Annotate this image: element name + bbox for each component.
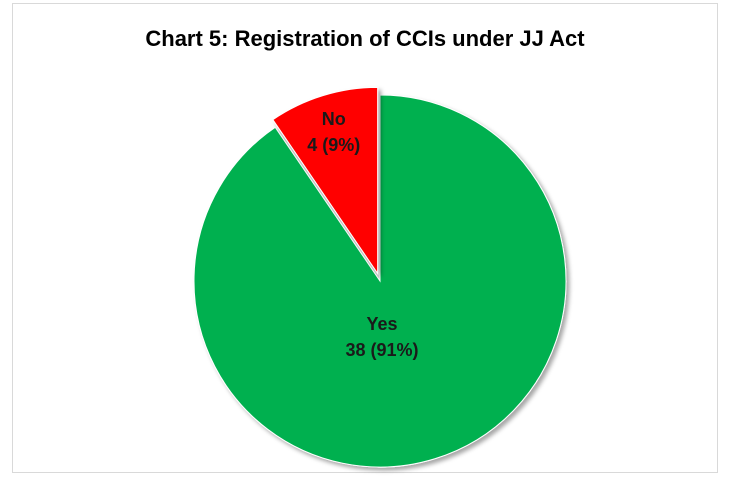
pie-slice-yes xyxy=(193,94,567,468)
pie-slice-no xyxy=(272,86,379,275)
chart-title: Chart 5: Registration of CCIs under JJ A… xyxy=(145,26,585,51)
slice-value-yes: 38 (91%) xyxy=(345,340,418,360)
slice-label-yes: Yes xyxy=(366,314,397,334)
slice-value-no: 4 (9%) xyxy=(307,135,360,155)
slice-label-no: No xyxy=(322,109,346,129)
